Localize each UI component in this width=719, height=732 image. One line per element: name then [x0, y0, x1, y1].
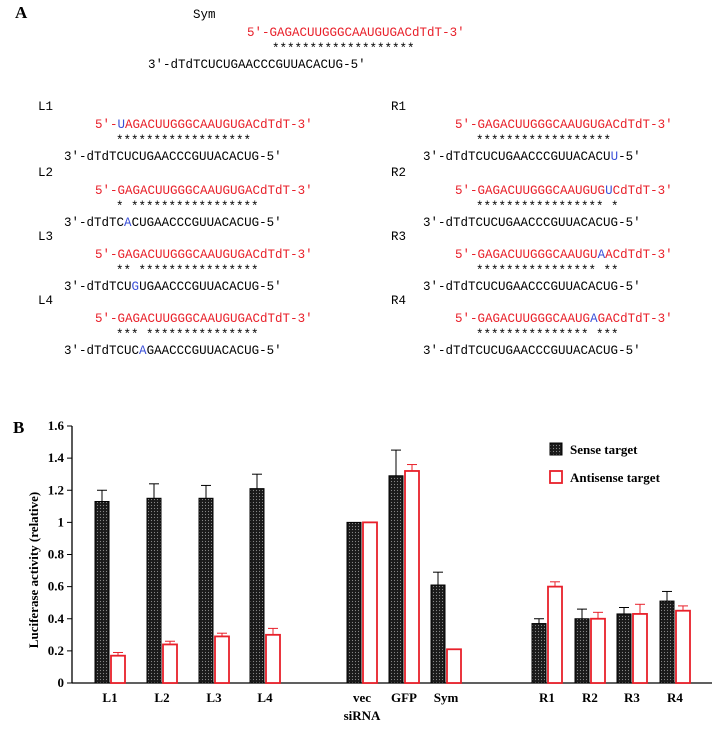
match-stars: *************** *** [476, 328, 619, 342]
sense-strand: 5'-GAGACUUGGGCAAUGUGUCdTdT-3' [455, 184, 673, 198]
sense-bar-l3 [198, 497, 214, 684]
antisense-bar-l1 [110, 654, 126, 684]
seq-name-sym: Sym [193, 8, 216, 22]
seq-block-r1: 5'-GAGACUUGGGCAAUGUGACdTdT-3' ***********… [0, 117, 673, 165]
match-stars: ******************* [272, 42, 415, 56]
sense-strand: 5'-GAGACUUGGGCAAUGUGACdTdT-3' [95, 312, 313, 326]
seq-block-l3: 5'-GAGACUUGGGCAAUGUGACdTdT-3' ** ********… [0, 247, 313, 295]
sense-strand: 5'-GAGACUUGGGCAAUGUGACdTdT-3' [95, 184, 313, 198]
antisense-strand: 3'-dTdTCUCUGAACCCGUUACACUU-5' [423, 150, 641, 164]
antisense-strand: 3'-dTdTCUCUGAACCCGUUACACUG-5' [423, 216, 641, 230]
seq-block-r3: 5'-GAGACUUGGGCAAUGUAACdTdT-3' ***********… [0, 247, 673, 295]
panel-a-label: A [15, 3, 28, 22]
y-axis-label: Luciferase activity (relative) [26, 492, 41, 648]
sense-strand: 5'-GAGACUUGGGCAAUGUGACdTdT-3' [455, 118, 673, 132]
antisense-strand: 3'-dTdTCUGUGAACCCGUUACACUG-5' [64, 280, 282, 294]
antisense-bar-r1 [547, 585, 563, 684]
antisense-bar-r3 [632, 613, 648, 684]
seq-block-r2: 5'-GAGACUUGGGCAAUGUGUCdTdT-3' ***********… [0, 183, 673, 231]
x-tick-label-gfp: GFP [391, 690, 417, 705]
y-tick-label: 1.6 [48, 418, 65, 433]
y-tick-label: 1.4 [48, 450, 65, 465]
antisense-bar-l2 [162, 643, 178, 684]
match-stars: *** *************** [116, 328, 259, 342]
sense-bar-r2 [574, 618, 590, 684]
seq-name-l1: L1 [38, 100, 54, 114]
sense-bar-sym [430, 584, 446, 684]
match-stars: * ***************** [116, 200, 259, 214]
y-tick-label: 0 [58, 675, 65, 690]
sense-bar-r3 [616, 613, 632, 684]
sense-strand: 5'-GAGACUUGGGCAAUGUAACdTdT-3' [455, 248, 673, 262]
panel-b-label: B [13, 418, 25, 437]
y-tick-label: 0.2 [48, 643, 64, 658]
antisense-bar-vec [362, 521, 378, 684]
seq-block-l4: 5'-GAGACUUGGGCAAUGUGACdTdT-3' *** *******… [0, 311, 313, 359]
y-tick-label: 1 [58, 514, 65, 529]
x-tick-label-l4: L4 [257, 690, 273, 705]
x-tick-label-l3: L3 [206, 690, 222, 705]
antisense-bar-l3 [214, 635, 230, 684]
sense-bar-gfp [388, 475, 404, 684]
sense-bar-vec [346, 521, 362, 684]
match-stars: ** **************** [116, 264, 259, 278]
match-stars: ***************** * [476, 200, 619, 214]
antisense-strand: 3'-dTdTCUCUGAACCCGUUACACUG-5' [423, 280, 641, 294]
antisense-bar-sym [446, 648, 462, 684]
seq-block-sym: 5'-GAGACUUGGGCAAUGUGACdTdT-3' ***********… [0, 25, 465, 73]
y-tick-label: 0.8 [48, 547, 65, 562]
antisense-strand: 3'-dTdTCUCUGAACCCGUUACACUG-5' [64, 150, 282, 164]
legend-swatch-antisense [549, 470, 563, 484]
seq-block-l2: 5'-GAGACUUGGGCAAUGUGACdTdT-3' * *********… [0, 183, 313, 231]
legend-swatch-sense [549, 442, 563, 456]
antisense-strand: 3'-dTdTCACUGAACCCGUUACACUG-5' [64, 216, 282, 230]
seq-name-r1: R1 [391, 100, 407, 114]
x-tick-label-r1: R1 [539, 690, 555, 705]
y-tick-label: 0.6 [48, 579, 65, 594]
antisense-strand: 3'-dTdTCUCAGAACCCGUUACACUG-5' [64, 344, 282, 358]
sense-bar-l4 [249, 488, 265, 684]
sense-bar-l1 [94, 500, 110, 684]
match-stars: ****************** [116, 134, 252, 148]
match-stars: ****************** [476, 134, 612, 148]
seq-name-r2: R2 [391, 166, 407, 180]
antisense-bar-l4 [265, 633, 281, 684]
antisense-bar-r2 [590, 617, 606, 684]
sense-strand: 5'-GAGACUUGGGCAAUGUGACdTdT-3' [247, 26, 465, 40]
x-axis-label: siRNA [344, 708, 381, 723]
seq-name-l3: L3 [38, 230, 54, 244]
sense-strand: 5'-UAGACUUGGGCAAUGUGACdTdT-3' [95, 118, 313, 132]
legend-label-sense: Sense target [570, 442, 638, 457]
seq-name-l4: L4 [38, 294, 54, 308]
antisense-bar-gfp [404, 470, 420, 684]
x-tick-label-r4: R4 [667, 690, 683, 705]
match-stars: **************** ** [476, 264, 619, 278]
seq-block-l1: 5'-UAGACUUGGGCAAUGUGACdTdT-3' ***********… [0, 117, 313, 165]
x-tick-label-sym: Sym [434, 690, 459, 705]
seq-name-l2: L2 [38, 166, 54, 180]
x-tick-label-l2: L2 [154, 690, 169, 705]
sense-strand: 5'-GAGACUUGGGCAAUGAGACdTdT-3' [455, 312, 673, 326]
sense-strand: 5'-GAGACUUGGGCAAUGUGACdTdT-3' [95, 248, 313, 262]
seq-block-r4: 5'-GAGACUUGGGCAAUGAGACdTdT-3' ***********… [0, 311, 673, 359]
sense-bar-l2 [146, 497, 162, 684]
sense-bar-r4 [659, 600, 675, 684]
sense-bar-r1 [531, 623, 547, 684]
x-tick-label-r2: R2 [582, 690, 598, 705]
x-tick-label-r3: R3 [624, 690, 640, 705]
seq-name-r4: R4 [391, 294, 407, 308]
y-tick-label: 0.4 [48, 611, 65, 626]
x-tick-label-l1: L1 [102, 690, 117, 705]
y-tick-label: 1.2 [48, 482, 64, 497]
x-tick-label-vec: vec [353, 690, 371, 705]
seq-name-r3: R3 [391, 230, 407, 244]
antisense-strand: 3'-dTdTCUCUGAACCCGUUACACUG-5' [148, 58, 366, 72]
antisense-strand: 3'-dTdTCUCUGAACCCGUUACACUG-5' [423, 344, 641, 358]
legend-label-antisense: Antisense target [570, 470, 661, 485]
antisense-bar-r4 [675, 609, 691, 684]
